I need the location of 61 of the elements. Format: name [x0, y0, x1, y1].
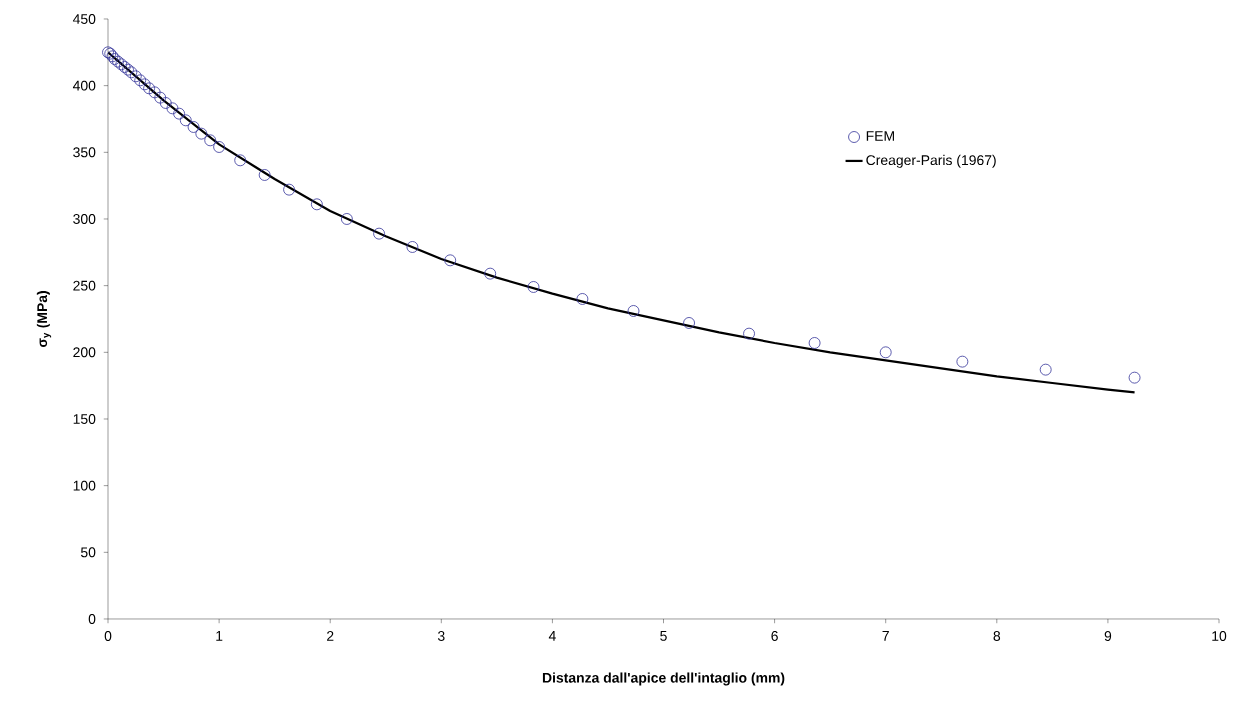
- x-tick-label: 9: [1104, 631, 1112, 641]
- x-tick-label: 2: [327, 631, 334, 641]
- point: [154, 91, 167, 104]
- point: [129, 70, 142, 83]
- point: [159, 97, 172, 109]
- x-tick-label: 4: [548, 631, 556, 641]
- point: [187, 121, 200, 133]
- point: [213, 141, 226, 153]
- y-tick-label: 50: [80, 547, 96, 558]
- point: [283, 183, 295, 196]
- x-tick-label: 10: [1212, 631, 1227, 641]
- x-tick-label: 6: [771, 631, 778, 641]
- point: [134, 74, 147, 87]
- legend-label: Creager-Paris (1967): [866, 154, 996, 168]
- y-tick-label: 450: [72, 14, 96, 24]
- point: [444, 254, 457, 267]
- x-tick-label: 5: [660, 631, 667, 641]
- point: [373, 227, 385, 240]
- point: [310, 198, 323, 211]
- point: [576, 293, 589, 305]
- point: [340, 213, 353, 225]
- point: [173, 107, 186, 120]
- point: [808, 337, 821, 349]
- point: [484, 267, 497, 280]
- x-tick-label: 1: [216, 631, 223, 641]
- point: [204, 134, 217, 147]
- x-tick-label: 7: [882, 631, 889, 641]
- y-axis-title: σ$_{y}$ (MPa): [36, 291, 52, 348]
- point: [879, 346, 892, 359]
- y-tick-label: 200: [73, 347, 96, 358]
- point: [1128, 371, 1141, 384]
- point: [166, 102, 179, 115]
- point: [527, 281, 540, 293]
- point: [627, 305, 640, 317]
- x-tick-label: 3: [437, 631, 445, 641]
- point: [148, 86, 161, 99]
- y-tick-label: 300: [73, 214, 96, 224]
- point: [138, 78, 151, 91]
- point: [122, 63, 134, 76]
- x-tick-label: 0: [104, 631, 112, 641]
- y-tick-label: 350: [73, 147, 96, 158]
- point: [258, 169, 271, 181]
- point: [125, 66, 138, 79]
- y-tick-label: 100: [73, 480, 96, 491]
- y-tick-label: 0: [88, 614, 96, 624]
- point: [683, 317, 695, 329]
- point: [179, 114, 192, 127]
- point: [406, 241, 419, 253]
- point: [743, 327, 755, 340]
- x-tick-label: 8: [993, 631, 1001, 641]
- y-tick-label: 250: [73, 280, 96, 291]
- point: [234, 154, 247, 167]
- point: [195, 127, 208, 140]
- point: [956, 355, 969, 368]
- point: [1039, 363, 1052, 376]
- y-tick-label: 400: [72, 80, 96, 91]
- point: [143, 82, 156, 95]
- point: [112, 55, 124, 68]
- y-tick-label: 150: [73, 414, 96, 424]
- legend-label: FEM: [866, 131, 894, 141]
- x-axis-title: Distanza dall'apice dell'intaglio (mm): [542, 672, 785, 686]
